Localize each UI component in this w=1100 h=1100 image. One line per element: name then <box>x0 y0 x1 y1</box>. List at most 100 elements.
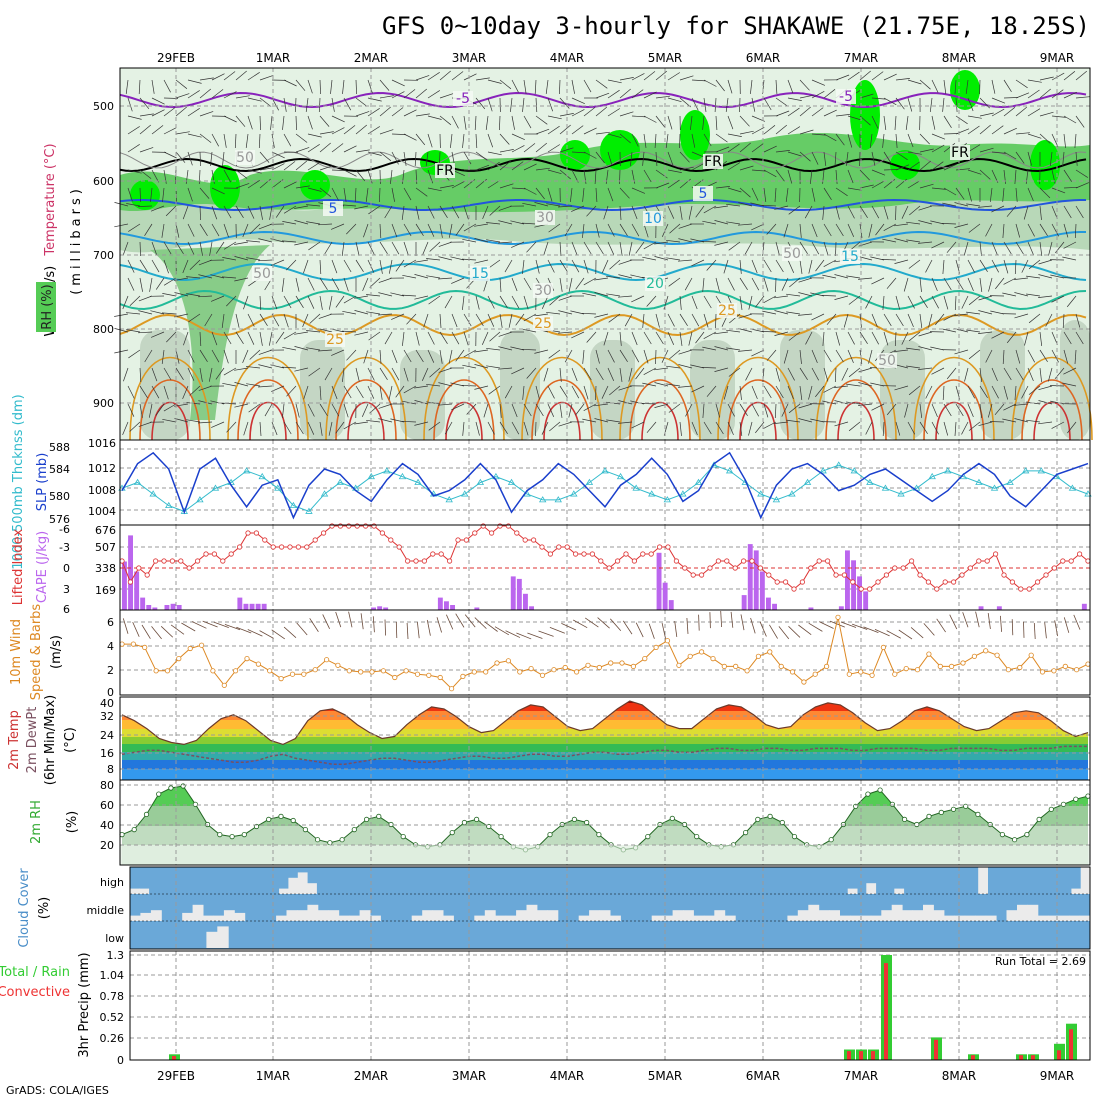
upper-wind-barb <box>199 133 212 143</box>
upper-wind-barb <box>978 310 993 315</box>
cape-bar <box>122 561 127 610</box>
upper-wind-barb <box>402 331 405 346</box>
upper-wind-barb <box>526 367 537 379</box>
thickness-marker <box>772 496 781 503</box>
upper-wind-barb <box>343 169 357 177</box>
lifted-index-marker <box>614 558 621 564</box>
upper-wind-barb <box>691 385 705 393</box>
upper-wind-barb <box>318 97 321 113</box>
upper-wind-barb <box>354 295 369 299</box>
upper-wind-barb <box>163 79 171 93</box>
lifted-index-marker <box>959 572 965 578</box>
lifted-index-marker <box>488 530 495 536</box>
upper-wind-barb <box>403 89 416 99</box>
precip-convective-bar <box>1031 1055 1035 1060</box>
axis-tick-label: 584 <box>49 463 70 476</box>
lifted-index-marker <box>287 544 293 550</box>
upper-wind-barb <box>401 205 405 220</box>
upper-wind-barb <box>139 97 150 110</box>
upper-wind-barb <box>211 133 220 147</box>
upper-wind-barb <box>234 256 249 261</box>
upper-wind-barb <box>257 259 273 262</box>
upper-wind-barb <box>631 89 644 99</box>
upper-wind-barb <box>859 331 868 344</box>
wind-speed-marker <box>869 672 875 678</box>
upper-wind-barb <box>750 79 753 94</box>
top-date-label: 9MAR <box>1040 51 1075 65</box>
upper-wind-barb <box>223 349 229 364</box>
upper-wind-barb <box>609 385 621 396</box>
surface-wind-barb <box>335 611 342 628</box>
upper-wind-barb <box>643 349 649 364</box>
upper-wind-barb <box>571 109 585 117</box>
upper-wind-barb <box>127 187 133 202</box>
upper-wind-barb <box>631 115 647 118</box>
upper-wind-barb <box>1051 421 1065 429</box>
upper-wind-barb <box>126 329 141 333</box>
cloud-bar-middle <box>964 915 976 921</box>
upper-wind-barb <box>439 185 454 189</box>
cape-bar <box>516 578 522 610</box>
upper-wind-barb <box>799 79 810 91</box>
wind-speed-marker <box>608 660 614 666</box>
upper-wind-barb <box>319 385 322 401</box>
upper-wind-barb <box>931 115 936 130</box>
upper-wind-barb <box>306 330 321 333</box>
wind-speed-marker <box>948 663 955 670</box>
surface-wind-barb <box>936 618 946 633</box>
upper-wind-barb <box>643 331 652 345</box>
upper-wind-barb <box>384 205 393 219</box>
lifted-index-marker <box>824 558 831 564</box>
upper-wind-barb <box>1027 151 1032 166</box>
upper-wind-barb <box>931 161 944 171</box>
upper-wind-barb <box>403 385 417 394</box>
surface-wind-barb <box>395 621 398 639</box>
cape-bar <box>128 535 133 610</box>
upper-wind-barb <box>619 169 621 185</box>
surface-wind-barb <box>829 620 845 628</box>
upper-wind-barb <box>943 187 957 196</box>
chart-title: GFS 0~10day 3-hourly for SHAKAWE (21.75E… <box>382 12 1090 40</box>
upper-wind-barb <box>510 220 525 225</box>
upper-wind-barb <box>643 169 652 183</box>
lifted-index-marker <box>665 544 671 550</box>
lifted-index-marker <box>782 579 789 585</box>
upper-wind-barb <box>868 349 873 364</box>
upper-wind-barb <box>655 331 664 345</box>
wind-speed-marker <box>596 664 602 671</box>
upper-wind-barb <box>941 223 957 225</box>
upper-wind-barb <box>246 366 261 369</box>
upper-wind-barb <box>594 313 609 318</box>
upper-wind-barb <box>619 349 628 362</box>
upper-wind-barb <box>702 220 717 225</box>
upper-wind-barb <box>307 295 315 309</box>
rh-marker <box>865 791 871 797</box>
upper-wind-barb <box>1014 403 1029 406</box>
cloud-bar-middle <box>495 915 507 921</box>
lifted-index-marker <box>934 586 940 592</box>
upper-wind-barb <box>343 125 356 135</box>
surface-wind-barb <box>962 612 969 628</box>
upper-wind-barb <box>739 295 743 310</box>
cape-bar <box>444 601 449 610</box>
upper-wind-barb <box>558 310 573 315</box>
rh-marker <box>461 819 467 826</box>
thickness-marker <box>897 490 905 497</box>
upper-wind-barb <box>908 259 921 269</box>
upper-wind-barb <box>463 313 472 327</box>
wind-speed-marker <box>1039 669 1046 675</box>
upper-wind-barb <box>964 367 969 382</box>
upper-wind-barb <box>343 403 349 418</box>
upper-wind-barb <box>1039 88 1051 99</box>
upper-wind-barb <box>691 421 698 436</box>
upper-wind-barb <box>335 421 345 434</box>
thickness-marker <box>242 467 251 474</box>
upper-wind-barb <box>739 97 741 113</box>
upper-wind-barb <box>883 331 889 346</box>
upper-wind-barb <box>787 126 801 135</box>
upper-wind-barb <box>155 403 165 416</box>
surface-wind-barb <box>975 611 980 628</box>
cloud-bar-middle <box>662 915 674 921</box>
upper-wind-barb <box>763 259 772 273</box>
